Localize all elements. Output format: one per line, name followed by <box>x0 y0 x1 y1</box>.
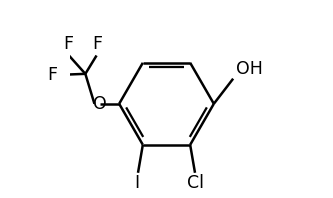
Text: Cl: Cl <box>187 174 204 192</box>
Text: O: O <box>93 95 107 113</box>
Text: F: F <box>63 35 73 53</box>
Text: I: I <box>135 174 140 192</box>
Text: F: F <box>48 66 58 84</box>
Text: F: F <box>93 35 103 53</box>
Text: OH: OH <box>236 60 263 78</box>
